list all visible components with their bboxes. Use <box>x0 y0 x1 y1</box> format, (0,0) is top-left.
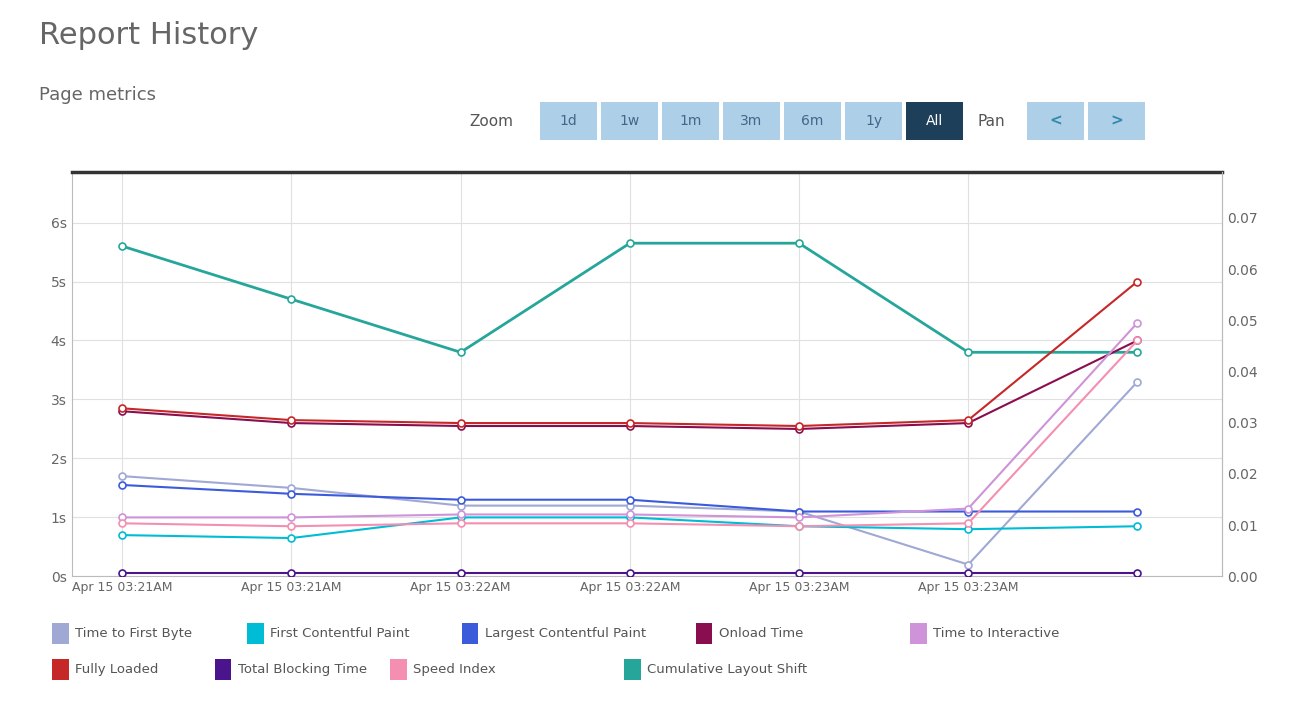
Text: First Contentful Paint: First Contentful Paint <box>270 627 410 640</box>
Text: Onload Time: Onload Time <box>719 627 803 640</box>
Text: Time to Interactive: Time to Interactive <box>933 627 1060 640</box>
Text: Total Blocking Time: Total Blocking Time <box>238 663 367 676</box>
Text: 1d: 1d <box>559 114 577 128</box>
Text: All: All <box>926 114 944 128</box>
Text: 1m: 1m <box>679 114 702 128</box>
Text: 1y: 1y <box>864 114 883 128</box>
Text: 3m: 3m <box>740 114 763 128</box>
Text: >: > <box>1110 114 1123 128</box>
Text: <: < <box>1049 114 1062 128</box>
Text: Fully Loaded: Fully Loaded <box>75 663 159 676</box>
Text: Cumulative Layout Shift: Cumulative Layout Shift <box>647 663 807 676</box>
Text: Report History: Report History <box>39 21 259 51</box>
Text: 6m: 6m <box>801 114 824 128</box>
Text: Largest Contentful Paint: Largest Contentful Paint <box>485 627 646 640</box>
Text: 1w: 1w <box>619 114 640 128</box>
Text: Time to First Byte: Time to First Byte <box>75 627 192 640</box>
Text: Page metrics: Page metrics <box>39 86 156 104</box>
Text: Speed Index: Speed Index <box>413 663 497 676</box>
Text: Zoom: Zoom <box>469 114 514 128</box>
Text: Pan: Pan <box>978 114 1005 128</box>
